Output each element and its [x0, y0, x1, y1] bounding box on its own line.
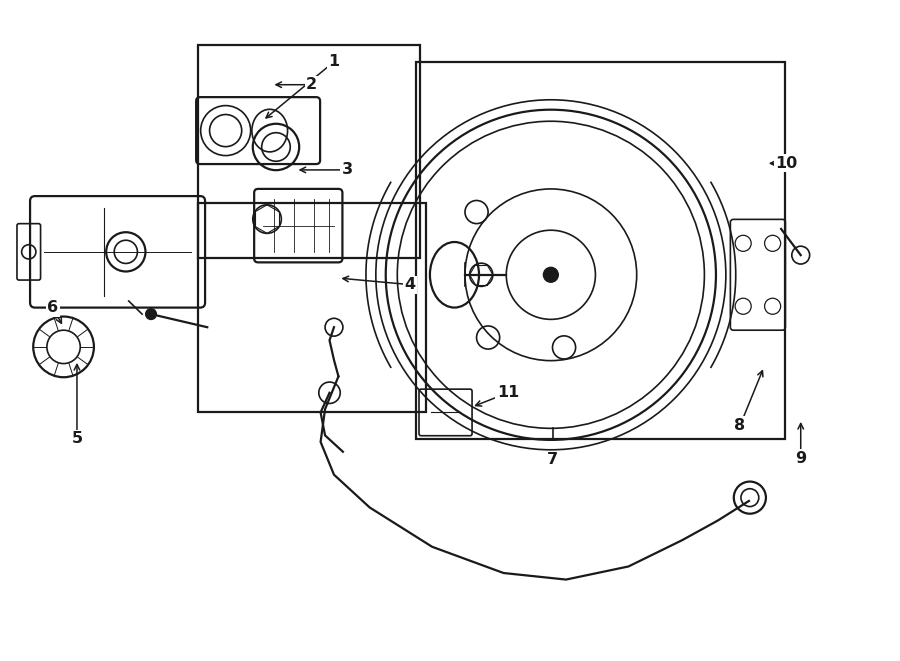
Bar	[198, 46, 419, 258]
Text: 9: 9	[796, 451, 806, 466]
Text: 11: 11	[497, 385, 519, 401]
Text: 2: 2	[306, 77, 317, 92]
Text: 5: 5	[71, 431, 83, 446]
Text: 3: 3	[342, 163, 353, 177]
Text: 8: 8	[734, 418, 745, 433]
Text: 1: 1	[328, 54, 339, 69]
Circle shape	[544, 267, 558, 282]
Circle shape	[146, 309, 157, 319]
Text: 6: 6	[48, 300, 58, 315]
Text: 7: 7	[547, 451, 558, 467]
Text: 10: 10	[775, 156, 797, 171]
Text: 4: 4	[404, 277, 416, 292]
Bar	[416, 61, 785, 439]
Bar	[198, 203, 426, 412]
